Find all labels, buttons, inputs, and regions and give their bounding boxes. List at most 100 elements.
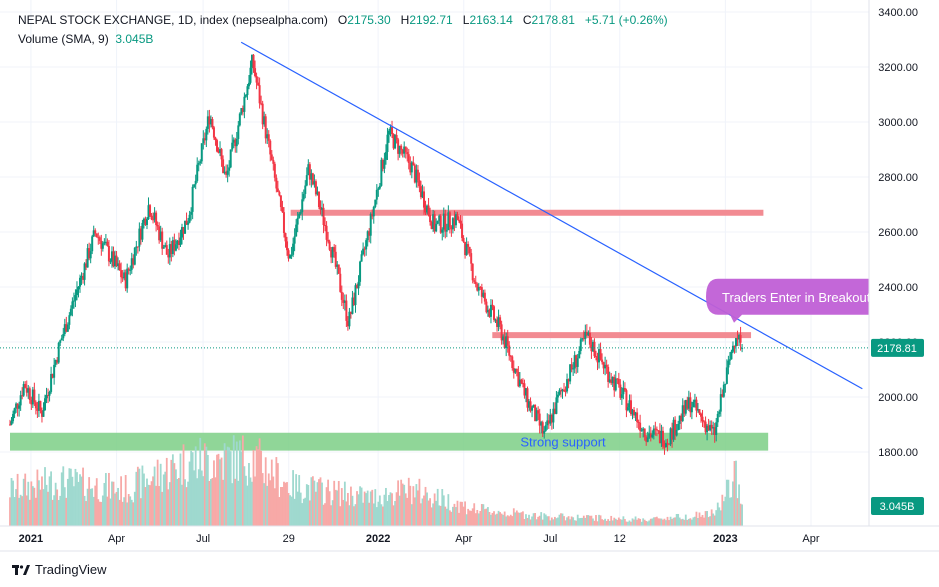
candle-body [704,421,707,433]
volume-bar [494,514,497,526]
candle-body [637,421,640,423]
candle-body [394,135,397,149]
volume-bar [91,488,94,526]
candle-body [668,443,671,445]
volume-bar [610,515,613,526]
volume-bar [369,491,372,526]
volume-bar [117,487,119,526]
volume-bar [482,504,485,526]
volume-bar [435,500,438,526]
volume-bar [159,463,162,526]
volume-bar [654,517,657,526]
candle-body [447,212,450,231]
candle-body [12,413,15,422]
candle-body [479,287,482,289]
candle-body [544,425,547,431]
candle-body [284,233,287,242]
trendline-layer[interactable] [240,41,863,390]
volume-bar [170,459,173,526]
volume-bar [487,507,489,526]
candle-body [266,134,269,139]
volume-bar [464,501,466,526]
volume-bar [15,489,17,526]
volume-bar [101,495,104,526]
candle-body [205,128,208,141]
candle-body [51,373,54,378]
volume-bar [517,512,520,526]
volume-bar [162,474,165,526]
volume-bar [136,466,139,526]
candle-body [579,339,582,351]
volume-bar [642,518,645,526]
volume-bar [47,491,49,526]
volume-bar [566,517,568,526]
volume-bar [430,507,433,526]
callout-layer[interactable]: Traders Enter in Breakout [706,0,939,526]
volume-bar [418,478,421,526]
candle-body [696,409,699,411]
volume-bar [238,440,241,526]
volume-bar [278,497,281,526]
candle-body [261,103,264,125]
volume-bar [41,476,43,526]
candle-body [203,138,206,141]
candle-body [289,255,292,259]
volume-bar [503,511,506,526]
symbol-title[interactable]: NEPAL STOCK EXCHANGE, 1D, index (nepseal… [18,13,328,27]
candle-body [680,415,683,422]
volume-bar [322,504,325,526]
tradingview-logo-icon [12,564,30,575]
volume-bar [380,504,383,526]
volume-bar [213,460,215,526]
volume-bar [447,494,450,526]
volume-bar [345,501,348,526]
volume-bar [327,479,330,526]
volume-bar [150,481,153,526]
candle-body [114,255,117,267]
volume-bar [522,511,524,526]
support-zone-layer[interactable]: Strong support [10,432,769,451]
candle-body [141,222,144,240]
candle-body [550,414,553,423]
volume-bar [420,503,422,526]
volume-bar [45,484,48,526]
tradingview-footer[interactable]: TradingView [12,562,107,577]
volume-bar [404,493,407,526]
volume-bar [617,517,620,526]
candle-body [435,223,438,232]
candle-body [16,403,19,409]
volume-bar [473,503,476,526]
volume-bar [560,513,562,526]
volume-bar [289,495,291,526]
candle-body [260,103,263,105]
candle-body [573,355,576,369]
volume-bar [106,496,109,526]
volume-bar [225,450,228,526]
candle-body [301,199,304,213]
volume-bar [506,515,509,526]
volume-bar [677,513,680,526]
volume-bar [139,498,142,526]
candle-body [133,247,136,265]
candle-body [643,428,646,437]
volume-bar [395,492,398,526]
resistance-lines-layer[interactable] [290,209,764,339]
volume-bar [138,468,141,526]
candle-body [400,145,403,150]
volume-indicator-label[interactable]: Volume (SMA, 9) [18,32,109,46]
volume-bar [228,447,231,526]
volume-bar [357,494,360,526]
candle-body [628,400,631,408]
volume-bar [648,520,651,526]
volume-bar [590,515,593,526]
candle-body [575,355,578,367]
time-axis[interactable]: 2021 Apr Jul 29 2022 Apr Jul 12 2023 Apr [19,533,820,545]
volume-bar [476,510,479,526]
candle-body [164,245,167,248]
volume-bar [550,517,553,526]
volume-bar [624,519,626,526]
candle-body [623,387,626,391]
volume-bar [433,493,436,526]
candle-body [424,207,427,213]
